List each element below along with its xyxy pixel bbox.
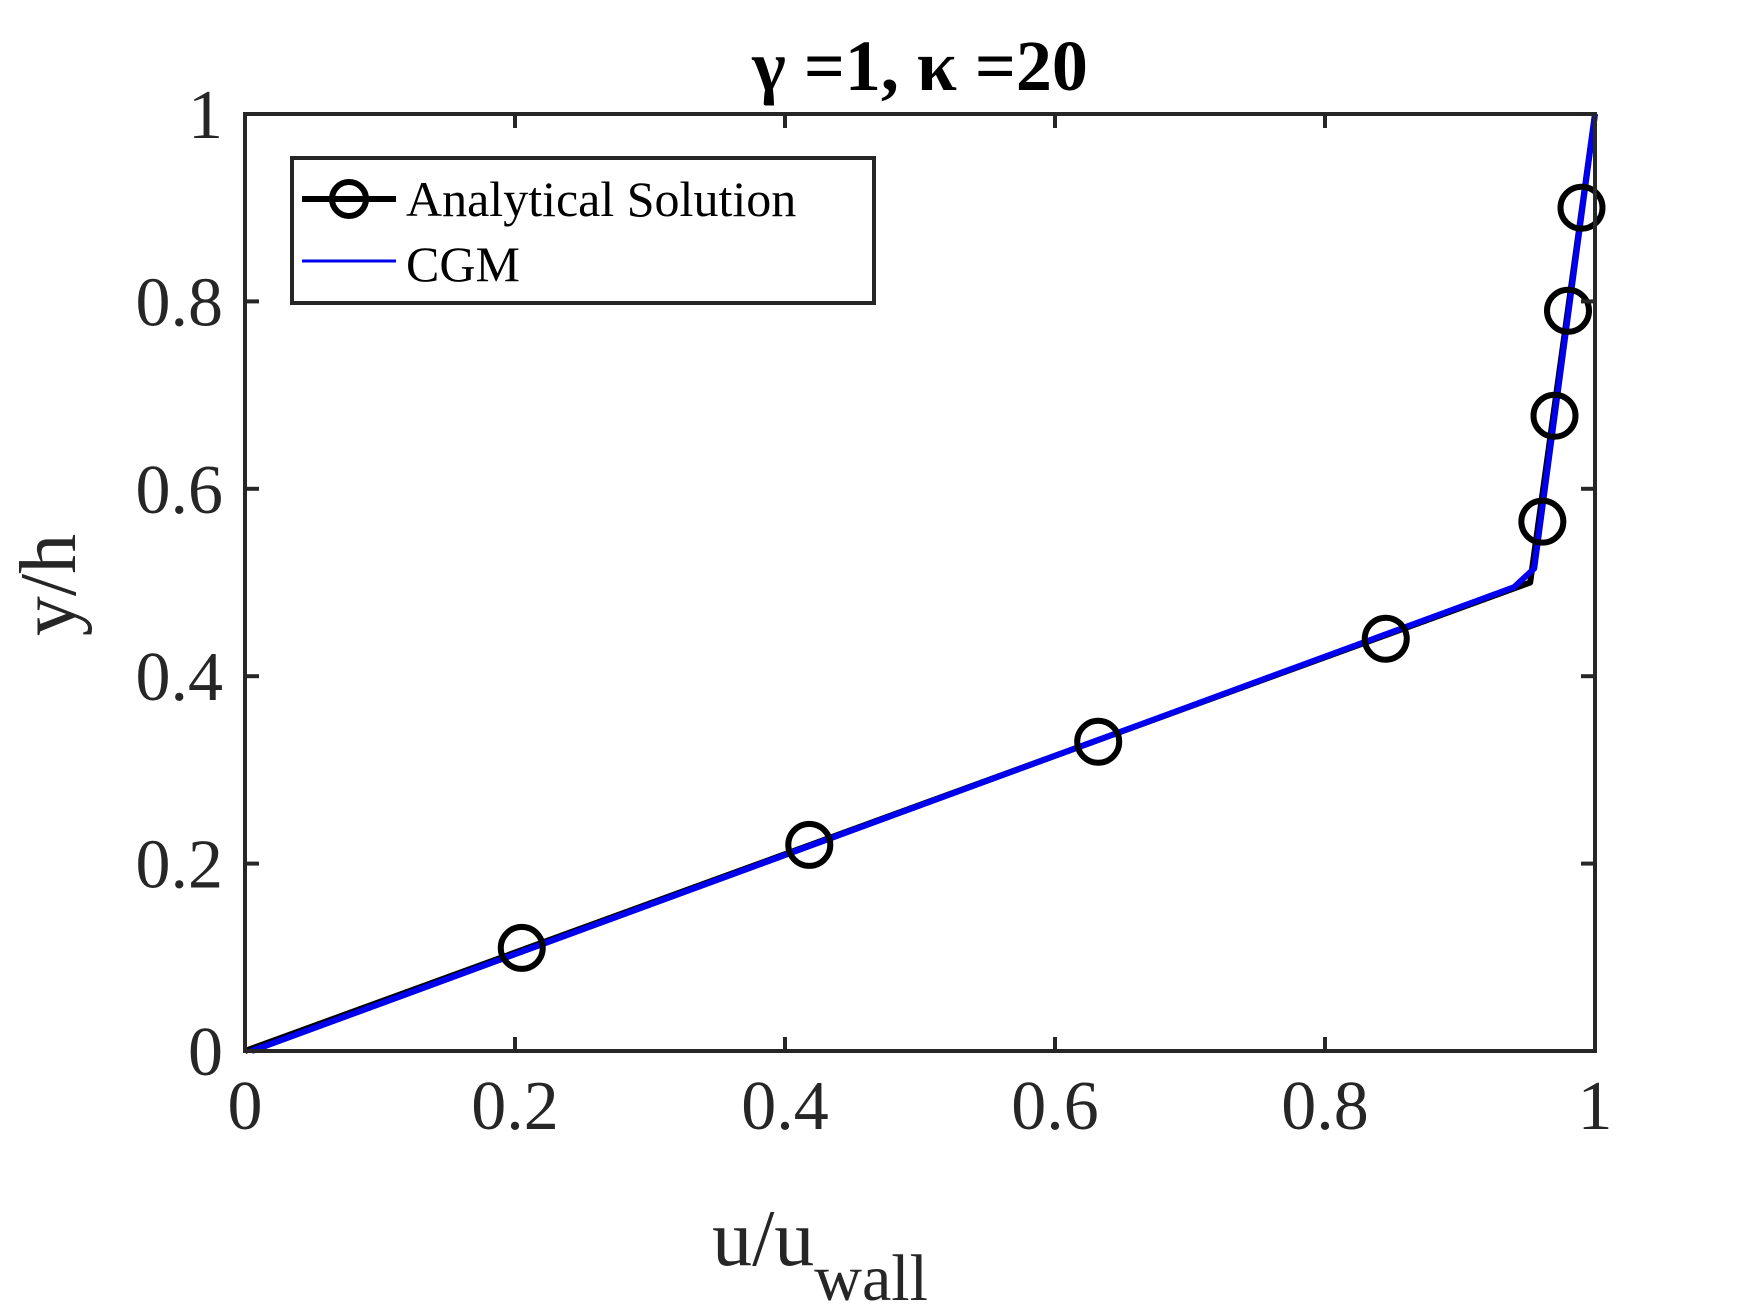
cgm-line (250, 113, 1598, 1054)
y-axis-label: y/h (5, 534, 93, 636)
analytical-solution-marker (1074, 717, 1123, 766)
x-tick-label: 0.6 (1011, 1068, 1099, 1145)
chart-title: γ =1, κ =20 (751, 26, 1088, 106)
legend-entry-analytical: Analytical Solution (302, 171, 796, 227)
x-tick-label: 0.4 (741, 1068, 829, 1145)
analytical-solution-marker (497, 923, 546, 972)
x-axis-label-subscript: wall (814, 1242, 928, 1313)
x-axis-label: u/uwall (712, 1195, 928, 1313)
y-tick-label: 0 (188, 1014, 223, 1091)
x-tick-label: 1 (1578, 1068, 1613, 1145)
legend-label-analytical: Analytical Solution (406, 171, 796, 227)
analytical-solution-marker (1557, 183, 1606, 232)
y-tick-label: 0.2 (136, 827, 224, 904)
x-tick-label: 0.8 (1281, 1068, 1369, 1145)
plot-frame (243, 112, 1597, 1053)
legend-label-cgm: CGM (406, 236, 520, 292)
legend-box (290, 156, 876, 305)
y-tick-label: 1 (188, 77, 223, 154)
legend: Analytical Solution CGM (290, 156, 876, 305)
analytical-solution-marker (1530, 391, 1579, 440)
y-tick-label: 0.6 (136, 452, 224, 529)
x-tick-label: 0.2 (471, 1068, 559, 1145)
legend-marker-analytical (329, 179, 369, 219)
analytical-solution-marker (1361, 614, 1410, 663)
y-tick-label: 0.8 (136, 264, 224, 341)
x-axis-label-main: u/u (712, 1195, 814, 1283)
series-layer (243, 113, 1606, 1054)
y-tick-label: 0.4 (136, 639, 224, 716)
analytical-solution-marker (1544, 286, 1592, 335)
ticks-layer (243, 112, 1597, 1053)
analytical-solution-marker (1518, 497, 1567, 546)
legend-entry-cgm: CGM (302, 236, 520, 292)
x-tick-label: 0 (228, 1068, 263, 1145)
analytical-solution-marker (785, 820, 834, 869)
